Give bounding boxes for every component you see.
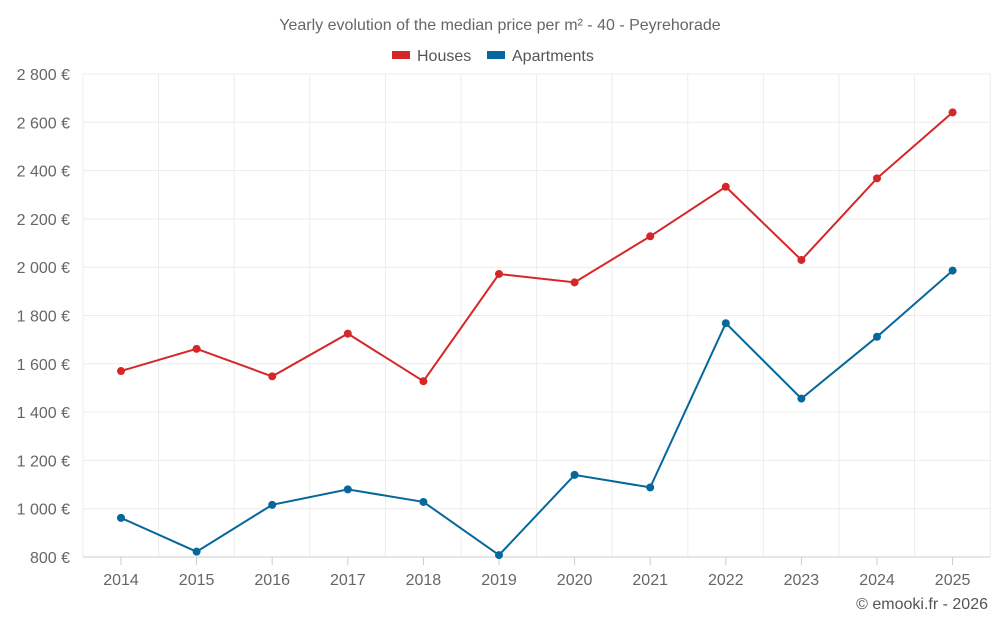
series-line-apartments (120, 269, 954, 557)
data-point-houses[interactable] (117, 367, 125, 376)
y-tick-label: 1 000 € (17, 502, 70, 519)
data-point-apartments[interactable] (495, 551, 503, 560)
data-point-houses[interactable] (495, 269, 503, 278)
plot-area (117, 108, 957, 560)
y-tick-label: 800 € (30, 550, 70, 567)
x-tick-label: 2023 (784, 572, 820, 589)
y-tick-label: 2 000 € (17, 260, 70, 277)
x-tick-label: 2017 (330, 572, 366, 589)
data-point-houses[interactable] (570, 278, 579, 287)
data-point-houses[interactable] (646, 232, 655, 241)
y-tick-label: 2 400 € (17, 164, 70, 181)
data-point-houses[interactable] (948, 108, 957, 117)
x-tick-label: 2024 (859, 572, 895, 589)
data-point-houses[interactable] (419, 377, 428, 386)
y-tick-label: 2 200 € (17, 212, 70, 229)
x-tick-label: 2016 (254, 572, 290, 589)
y-axis: 800 € 1 000 € 1 200 € 1 400 € 1 600 € 1 800 €… (17, 67, 70, 567)
y-tick-label: 1 200 € (17, 453, 70, 470)
data-point-houses[interactable] (873, 174, 881, 183)
y-tick-label: 2 600 € (17, 115, 70, 132)
data-point-houses[interactable] (343, 329, 352, 338)
series-houses (117, 108, 957, 386)
data-point-apartments[interactable] (646, 483, 655, 492)
data-point-apartments[interactable] (419, 497, 428, 506)
data-point-houses[interactable] (192, 344, 201, 353)
chart-title: Yearly evolution of the median price per… (279, 17, 721, 34)
grid (82, 73, 991, 558)
data-point-houses[interactable] (268, 372, 277, 381)
x-tick-label: 2020 (557, 572, 593, 589)
x-tick-label: 2021 (632, 572, 668, 589)
data-point-apartments[interactable] (873, 332, 881, 341)
credit-text: © emooki.fr - 2026 (856, 596, 988, 613)
legend-swatch-houses (392, 51, 410, 59)
y-tick-label: 1 800 € (17, 309, 70, 326)
x-tick-label: 2014 (103, 572, 139, 589)
x-axis: 2014 2015 2016 2017 2018 2019 2020 2021 2022 2023… (83, 556, 990, 589)
series-apartments (117, 266, 957, 560)
data-point-houses[interactable] (721, 182, 730, 191)
x-tick-label: 2019 (481, 572, 517, 589)
data-point-apartments[interactable] (117, 513, 125, 522)
data-point-houses[interactable] (797, 255, 806, 264)
x-tick-label: 2015 (179, 572, 215, 589)
x-tick-label: 2025 (935, 572, 971, 589)
data-point-apartments[interactable] (948, 266, 957, 275)
legend-label-houses[interactable]: Houses (417, 48, 471, 65)
data-point-apartments[interactable] (268, 500, 277, 509)
y-tick-label: 1 400 € (17, 405, 70, 422)
data-point-apartments[interactable] (797, 394, 806, 403)
x-tick-label: 2018 (406, 572, 442, 589)
data-point-apartments[interactable] (721, 319, 730, 328)
series-line-houses (120, 111, 954, 383)
legend-label-apartments[interactable]: Apartments (512, 48, 594, 65)
legend: Houses Apartments (392, 48, 594, 65)
data-point-apartments[interactable] (192, 547, 201, 556)
y-tick-label: 2 800 € (17, 67, 70, 84)
data-point-apartments[interactable] (570, 470, 579, 479)
legend-swatch-apartments (487, 51, 505, 59)
x-tick-label: 2022 (708, 572, 744, 589)
y-tick-label: 1 600 € (17, 357, 70, 374)
data-point-apartments[interactable] (343, 485, 352, 494)
